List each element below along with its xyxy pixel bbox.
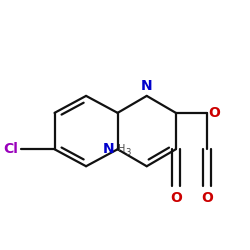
Text: O: O bbox=[202, 190, 213, 204]
Text: Cl: Cl bbox=[3, 142, 18, 156]
Text: N: N bbox=[141, 80, 152, 94]
Text: O: O bbox=[208, 106, 220, 120]
Text: N: N bbox=[102, 142, 114, 156]
Text: H: H bbox=[118, 144, 125, 154]
Text: 3: 3 bbox=[125, 148, 131, 158]
Text: O: O bbox=[170, 190, 182, 204]
